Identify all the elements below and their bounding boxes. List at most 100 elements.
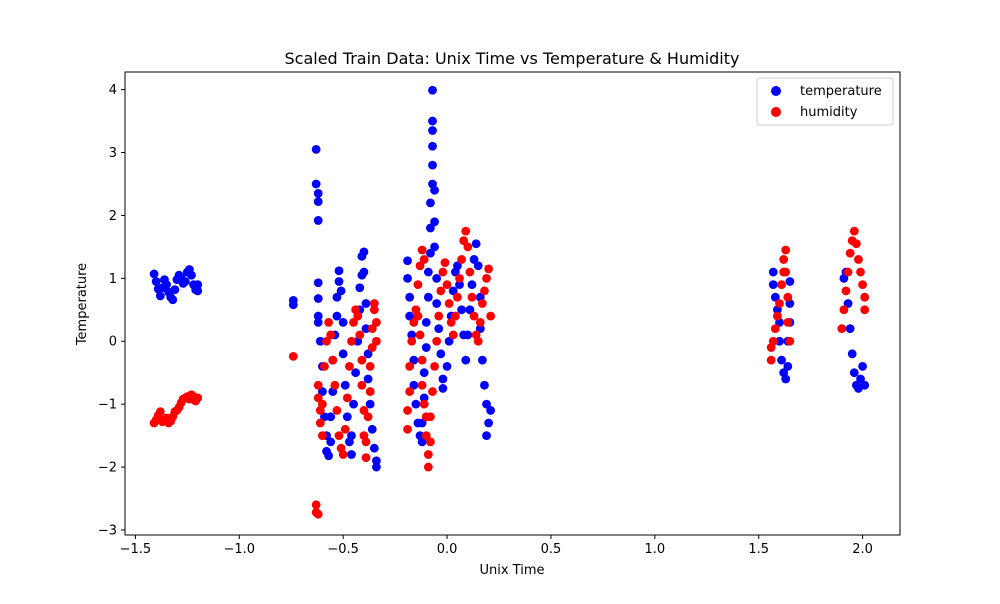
temperature-point: [359, 247, 369, 257]
humidity-point: [372, 336, 381, 346]
temperature-point: [785, 277, 795, 286]
temperature-point: [355, 283, 365, 293]
temperature-point: [486, 406, 496, 415]
humidity-point: [779, 255, 789, 264]
series-humidity: [149, 226, 870, 519]
humidity-point: [342, 393, 352, 403]
temperature-point: [403, 256, 412, 266]
humidity-point: [369, 299, 379, 308]
temperature-point: [421, 343, 431, 352]
humidity-point: [856, 267, 865, 277]
temperature-point: [419, 393, 429, 403]
humidity-point: [415, 330, 425, 340]
temperature-point: [438, 374, 448, 384]
humidity-point: [450, 311, 460, 321]
temperature-point: [467, 280, 477, 290]
temperature-point: [313, 317, 323, 327]
humidity-point: [357, 355, 367, 365]
humidity-point: [486, 311, 496, 321]
humidity-point: [442, 280, 452, 290]
temperature-point: [417, 437, 427, 447]
temperature-point: [332, 292, 342, 302]
temperature-point: [162, 280, 171, 290]
temperature-point: [423, 292, 433, 302]
x-tick-label: 0.0: [437, 542, 458, 557]
humidity-point: [288, 351, 298, 361]
humidity-point: [409, 317, 419, 327]
temperature-point: [783, 362, 793, 371]
temperature-point: [856, 374, 865, 384]
humidity-point: [766, 355, 776, 365]
legend: temperature humidity: [756, 77, 894, 126]
humidity-point: [334, 431, 344, 441]
temperature-point: [149, 269, 159, 279]
temperature-point: [428, 160, 437, 170]
humidity-point: [332, 406, 342, 415]
x-axis-label: Unix Time: [479, 563, 544, 578]
temperature-point: [860, 380, 870, 390]
y-tick-label: 0: [109, 335, 117, 350]
humidity-point: [773, 311, 782, 321]
humidity-point: [477, 299, 487, 308]
legend-label-temperature: temperature: [800, 84, 882, 99]
temperature-point: [332, 311, 342, 321]
humidity-point: [854, 255, 863, 264]
humidity-point: [413, 280, 423, 290]
temperature-point: [430, 242, 439, 252]
temperature-point: [363, 374, 373, 384]
temperature-point: [347, 450, 356, 459]
humidity-point: [415, 261, 425, 271]
temperature-point: [426, 198, 435, 208]
y-tick-label: −2: [98, 461, 117, 476]
temperature-point: [432, 273, 442, 283]
y-tick-label: −3: [98, 523, 117, 538]
temperature-point: [170, 285, 180, 295]
temperature-point: [313, 278, 323, 288]
humidity-point: [313, 393, 323, 403]
temperature-point: [428, 141, 437, 151]
humidity-point: [361, 453, 371, 463]
humidity-point: [457, 255, 466, 264]
humidity-point: [361, 437, 371, 447]
temperature-point: [777, 355, 786, 365]
temperature-point: [426, 223, 435, 233]
temperature-point: [421, 317, 431, 327]
humidity-point: [459, 236, 469, 245]
temperature-point: [168, 295, 178, 305]
temperature-point: [313, 197, 323, 206]
humidity-point: [463, 242, 473, 252]
x-tick-label: −1.5: [120, 542, 152, 557]
humidity-point: [430, 362, 439, 371]
humidity-point: [357, 380, 367, 390]
legend-label-humidity: humidity: [800, 105, 858, 120]
temperature-point: [336, 286, 346, 296]
humidity-point: [367, 343, 377, 352]
humidity-point: [446, 317, 456, 327]
humidity-point: [417, 380, 427, 390]
x-axis-ticks: −1.5 −1.0 −0.5 0.0 0.5 1.0 1.5 2.0: [120, 535, 873, 557]
humidity-point: [320, 362, 329, 371]
temperature-point: [843, 299, 853, 308]
humidity-point: [322, 336, 331, 346]
temperature-point: [351, 368, 361, 378]
humidity-point: [413, 311, 423, 321]
temperature-point: [193, 286, 203, 296]
x-tick-label: 1.5: [748, 542, 769, 557]
temperature-point: [428, 116, 437, 126]
temperature-point: [313, 311, 323, 321]
humidity-point: [347, 336, 356, 346]
humidity-point: [338, 450, 348, 459]
humidity-point: [405, 387, 415, 396]
humidity-point: [860, 292, 870, 302]
temperature-point: [403, 273, 412, 283]
humidity-point: [313, 509, 323, 519]
temperature-point: [407, 330, 417, 340]
humidity-point: [858, 280, 867, 290]
humidity-point: [837, 324, 847, 334]
temperature-point: [775, 336, 784, 346]
humidity-point: [317, 399, 327, 409]
temperature-point: [315, 336, 325, 346]
temperature-point: [417, 418, 427, 428]
